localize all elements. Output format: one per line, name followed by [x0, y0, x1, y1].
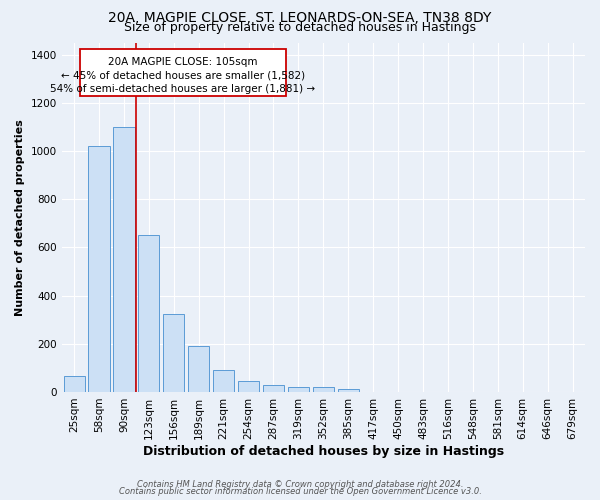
Text: 20A MAGPIE CLOSE: 105sqm: 20A MAGPIE CLOSE: 105sqm	[108, 56, 258, 66]
Bar	[138, 236, 160, 392]
Bar	[88, 146, 110, 392]
Y-axis label: Number of detached properties: Number of detached properties	[15, 119, 25, 316]
Text: 20A, MAGPIE CLOSE, ST. LEONARDS-ON-SEA, TN38 8DY: 20A, MAGPIE CLOSE, ST. LEONARDS-ON-SEA, …	[109, 11, 491, 25]
Bar	[263, 384, 284, 392]
Bar	[238, 381, 259, 392]
Bar	[338, 388, 359, 392]
Bar	[213, 370, 234, 392]
Text: Contains HM Land Registry data © Crown copyright and database right 2024.: Contains HM Land Registry data © Crown c…	[137, 480, 463, 489]
Bar	[313, 386, 334, 392]
Text: Contains public sector information licensed under the Open Government Licence v3: Contains public sector information licen…	[119, 488, 481, 496]
Bar	[163, 314, 184, 392]
Bar	[188, 346, 209, 392]
Bar	[288, 386, 309, 392]
Text: ← 45% of detached houses are smaller (1,582): ← 45% of detached houses are smaller (1,…	[61, 71, 305, 81]
X-axis label: Distribution of detached houses by size in Hastings: Distribution of detached houses by size …	[143, 444, 504, 458]
Text: Size of property relative to detached houses in Hastings: Size of property relative to detached ho…	[124, 22, 476, 35]
FancyBboxPatch shape	[80, 48, 286, 96]
Bar	[64, 376, 85, 392]
Bar	[113, 127, 134, 392]
Text: 54% of semi-detached houses are larger (1,881) →: 54% of semi-detached houses are larger (…	[50, 84, 316, 94]
